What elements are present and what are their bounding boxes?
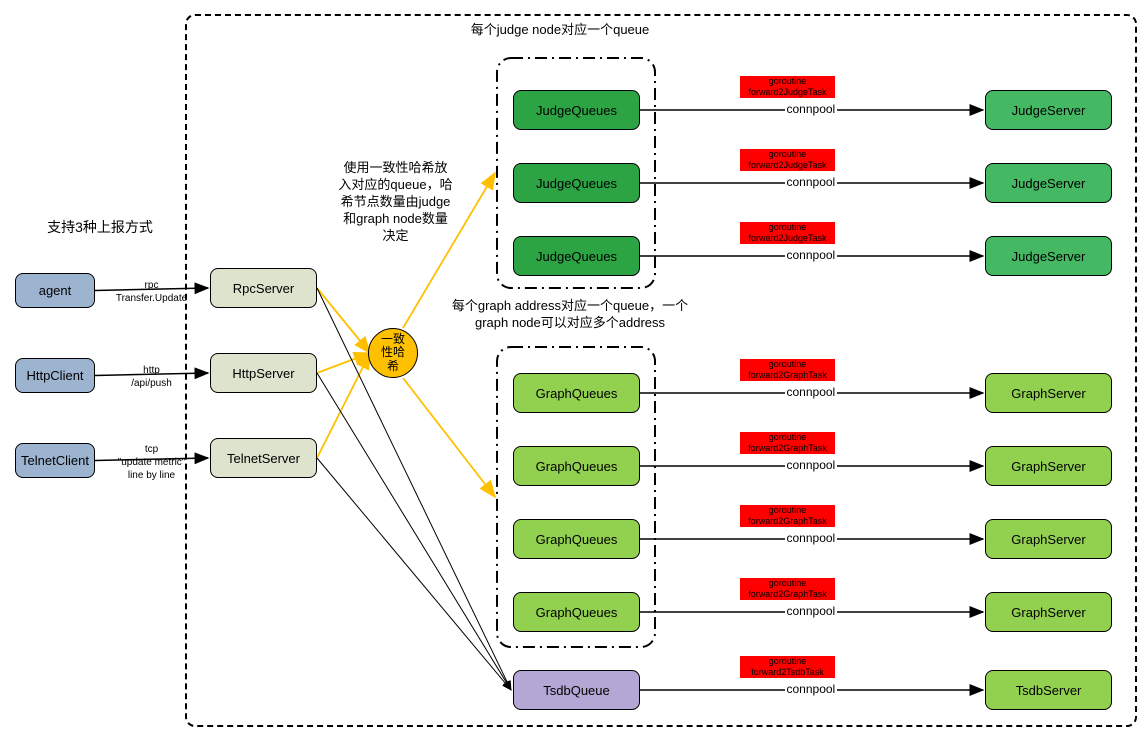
tsdb-tag: goroutineforward2TsdbTask [740,656,835,678]
judge-0-tag: goroutineforward2JudgeTask [740,76,835,98]
graph-1-server: GraphServer [985,446,1112,486]
graph-2-queue: GraphQueues [513,519,640,559]
client-edge-label-telnet-client: tcp"update metric"line by line [99,443,204,482]
graph-2-connpool: connpool [785,531,838,547]
graph-1-tag: goroutineforward2GraphTask [740,432,835,454]
judge-1-connpool: connpool [785,175,838,191]
graph-1-connpool: connpool [785,458,838,474]
judge-note: 每个judge node对应一个queue [450,22,670,39]
judge-0-queue: JudgeQueues [513,90,640,130]
graph-2-tag: goroutineforward2GraphTask [740,505,835,527]
server-http-server: HttpServer [210,353,317,393]
server-rpc-server: RpcServer [210,268,317,308]
client-http-client: HttpClient [15,358,95,393]
graph-2-server: GraphServer [985,519,1112,559]
left-title: 支持3种上报方式 [45,218,155,236]
graph-1-queue: GraphQueues [513,446,640,486]
graph-3-connpool: connpool [785,604,838,620]
client-edge-label-agent: rpcTransfer.Update [99,279,204,305]
graph-3-tag: goroutineforward2GraphTask [740,578,835,600]
judge-1-server: JudgeServer [985,163,1112,203]
graph-0-connpool: connpool [785,385,838,401]
tsdb-connpool: connpool [785,682,838,698]
tsdb-queue: TsdbQueue [513,670,640,710]
judge-2-queue: JudgeQueues [513,236,640,276]
graph-0-queue: GraphQueues [513,373,640,413]
judge-2-connpool: connpool [785,248,838,264]
judge-2-tag: goroutineforward2JudgeTask [740,222,835,244]
graph-0-tag: goroutineforward2GraphTask [740,359,835,381]
graph-0-server: GraphServer [985,373,1112,413]
server-telnet-server: TelnetServer [210,438,317,478]
client-edge-label-http-client: http/api/push [99,364,204,390]
hash-circle: 一致性哈希 [368,328,418,378]
judge-1-tag: goroutineforward2JudgeTask [740,149,835,171]
tsdb-server: TsdbServer [985,670,1112,710]
graph-3-queue: GraphQueues [513,592,640,632]
graph-note: 每个graph address对应一个queue，一个graph node可以对… [440,298,700,332]
judge-1-queue: JudgeQueues [513,163,640,203]
client-agent: agent [15,273,95,308]
judge-0-connpool: connpool [785,102,838,118]
client-telnet-client: TelnetClient [15,443,95,478]
hash-note: 使用一致性哈希放入对应的queue，哈希节点数量由judge和graph nod… [338,160,453,244]
judge-2-server: JudgeServer [985,236,1112,276]
judge-0-server: JudgeServer [985,90,1112,130]
graph-3-server: GraphServer [985,592,1112,632]
